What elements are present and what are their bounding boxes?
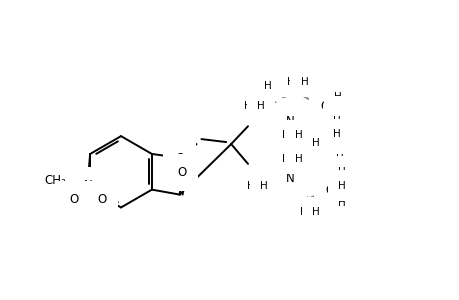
Text: H: H bbox=[281, 130, 289, 140]
Text: CH₃: CH₃ bbox=[45, 174, 66, 187]
Text: H: H bbox=[337, 181, 345, 191]
Text: H: H bbox=[334, 106, 341, 116]
Text: H: H bbox=[263, 81, 271, 91]
Text: H: H bbox=[312, 138, 319, 148]
Text: O: O bbox=[174, 152, 184, 165]
Text: O: O bbox=[97, 193, 106, 206]
Text: O: O bbox=[69, 193, 79, 206]
Text: H: H bbox=[294, 130, 302, 140]
Text: H: H bbox=[294, 154, 302, 164]
Text: H: H bbox=[337, 167, 345, 177]
Text: H: H bbox=[246, 181, 254, 191]
Text: H: H bbox=[299, 138, 307, 148]
Text: H: H bbox=[257, 89, 264, 100]
Text: H: H bbox=[334, 92, 341, 101]
Text: O: O bbox=[320, 100, 329, 113]
Text: O: O bbox=[325, 184, 334, 197]
Text: H: H bbox=[318, 148, 325, 158]
Text: H: H bbox=[281, 154, 289, 164]
Text: H: H bbox=[333, 116, 340, 126]
Text: H: H bbox=[244, 101, 252, 111]
Text: N: N bbox=[285, 172, 294, 185]
Text: O: O bbox=[177, 166, 186, 179]
Text: H: H bbox=[333, 129, 340, 139]
Text: H: H bbox=[269, 148, 277, 158]
Text: H: H bbox=[336, 154, 343, 164]
Text: H: H bbox=[337, 197, 345, 208]
Text: N: N bbox=[84, 179, 92, 192]
Text: N: N bbox=[285, 115, 294, 128]
Text: H: H bbox=[312, 207, 319, 218]
Text: H: H bbox=[304, 152, 312, 162]
Text: H: H bbox=[259, 181, 267, 191]
Text: H: H bbox=[286, 76, 294, 87]
Text: H: H bbox=[299, 207, 307, 218]
Text: H: H bbox=[300, 76, 308, 87]
Text: H: H bbox=[276, 138, 284, 148]
Text: H: H bbox=[257, 101, 264, 111]
